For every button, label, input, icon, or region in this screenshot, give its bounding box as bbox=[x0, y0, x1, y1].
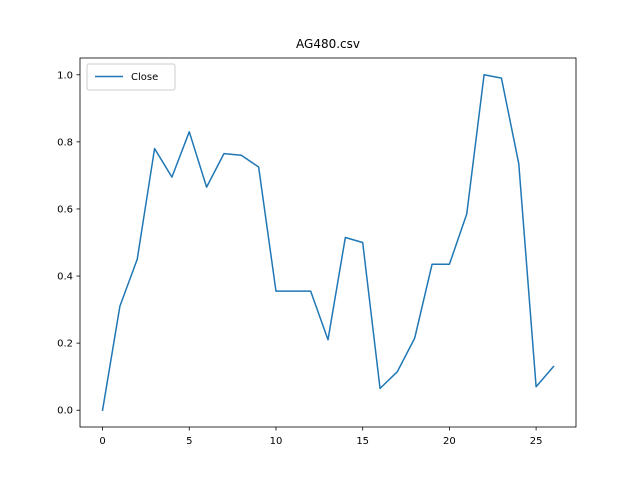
plot-area: 0 5 10 15 20 25 0.0 0.2 0.4 0.6 0.8 1.0 bbox=[57, 57, 577, 447]
y-tick-label: 0.4 bbox=[57, 272, 73, 283]
x-tick-label: 0 bbox=[99, 436, 105, 447]
legend-label-close: Close bbox=[131, 72, 158, 83]
x-tick-label: 20 bbox=[443, 436, 456, 447]
series-line-close bbox=[101, 74, 555, 412]
y-tick-label: 1.0 bbox=[57, 70, 73, 81]
x-tick-label: 15 bbox=[356, 436, 369, 447]
y-tick-label: 0.6 bbox=[57, 204, 73, 215]
x-tick-label: 10 bbox=[270, 436, 283, 447]
axes-frame bbox=[79, 57, 577, 428]
chart-title: AG480.csv bbox=[296, 37, 360, 51]
x-tick-label: 5 bbox=[186, 436, 192, 447]
y-tick-label: 0.8 bbox=[57, 137, 73, 148]
x-tick-label: 25 bbox=[530, 436, 543, 447]
y-tick-label: 0.2 bbox=[57, 339, 73, 350]
legend-box bbox=[86, 63, 176, 91]
legend: Close bbox=[86, 63, 176, 91]
y-tick-label: 0.0 bbox=[57, 406, 73, 417]
